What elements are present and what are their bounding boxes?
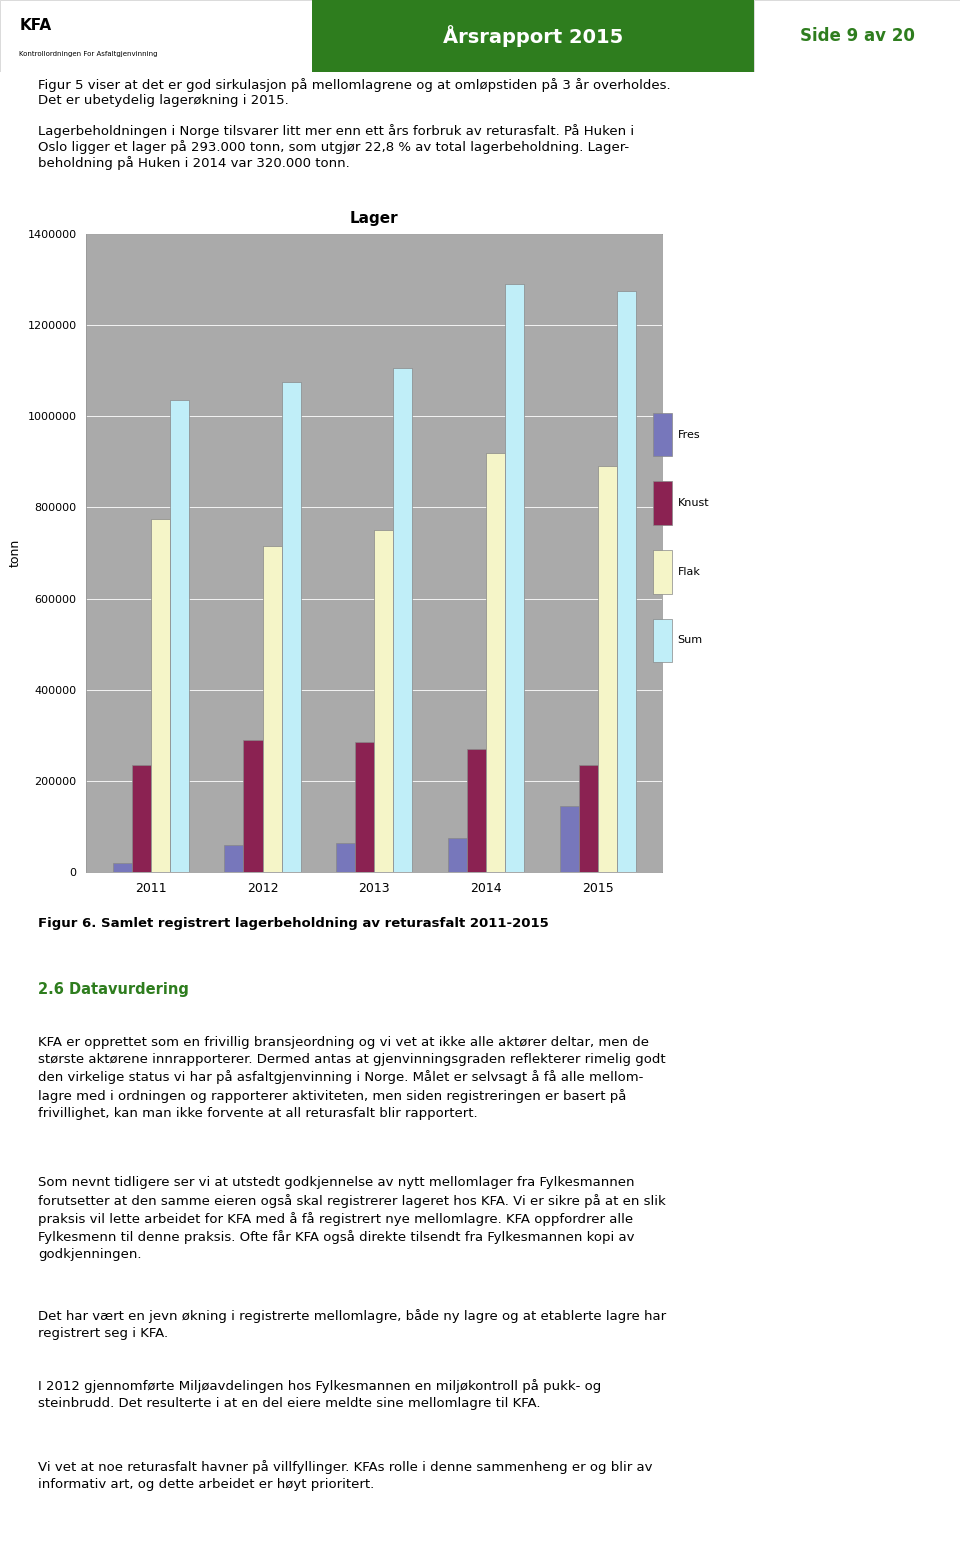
Text: Flak: Flak [678,567,701,576]
Bar [312,0,754,72]
Bar [244,740,262,872]
Bar [754,0,960,72]
Text: Som nevnt tidligere ser vi at utstedt godkjennelse av nytt mellomlager fra Fylke: Som nevnt tidligere ser vi at utstedt go… [38,1176,666,1262]
Bar [579,765,598,872]
Bar [617,291,636,872]
Text: Side 9 av 20: Side 9 av 20 [800,26,915,45]
Bar [653,619,672,662]
Bar [598,466,617,872]
Text: Sum: Sum [678,636,703,645]
Bar [468,749,487,872]
Bar [281,382,300,872]
Bar [560,807,579,872]
Text: Fres: Fres [678,430,700,439]
Bar [394,368,413,872]
Text: Knust: Knust [678,499,709,508]
Bar [374,530,394,872]
Text: Figur 6. Samlet registrert lagerbeholdning av returasfalt 2011-2015: Figur 6. Samlet registrert lagerbeholdni… [38,916,549,930]
Bar [151,519,170,872]
Text: I 2012 gjennomførte Miljøavdelingen hos Fylkesmannen en miljøkontroll på pukk- o: I 2012 gjennomførte Miljøavdelingen hos … [38,1379,602,1410]
Text: 2.6 Datavurdering: 2.6 Datavurdering [38,982,189,997]
Text: Kontrollordningen For Asfaltgjenvinning: Kontrollordningen For Asfaltgjenvinning [19,51,157,56]
Bar [653,550,672,594]
Bar [487,453,505,872]
Bar [0,0,312,72]
Bar [225,844,244,872]
Text: KFA er opprettet som en frivillig bransjeordning og vi vet at ikke alle aktører : KFA er opprettet som en frivillig bransj… [38,1036,666,1120]
Bar [262,547,281,872]
Text: Figur 5 viser at det er god sirkulasjon på mellomlagrene og at omløpstiden på 3 : Figur 5 viser at det er god sirkulasjon … [38,78,671,170]
Text: KFA: KFA [19,17,51,33]
Text: Det har vært en jevn økning i registrerte mellomlagre, både ny lagre og at etabl: Det har vært en jevn økning i registrert… [38,1309,666,1340]
Bar [355,743,374,872]
Bar [653,413,672,456]
Bar [132,765,151,872]
Bar [170,400,189,872]
Bar [448,838,468,872]
Bar [505,284,524,872]
Title: Lager: Lager [350,210,398,226]
Bar [112,863,132,872]
Y-axis label: tonn: tonn [9,539,22,567]
Bar [653,481,672,525]
Bar [336,843,355,872]
Text: Vi vet at noe returasfalt havner på villfyllinger. KFAs rolle i denne sammenheng: Vi vet at noe returasfalt havner på vill… [38,1460,653,1491]
Text: Årsrapport 2015: Årsrapport 2015 [443,25,623,47]
